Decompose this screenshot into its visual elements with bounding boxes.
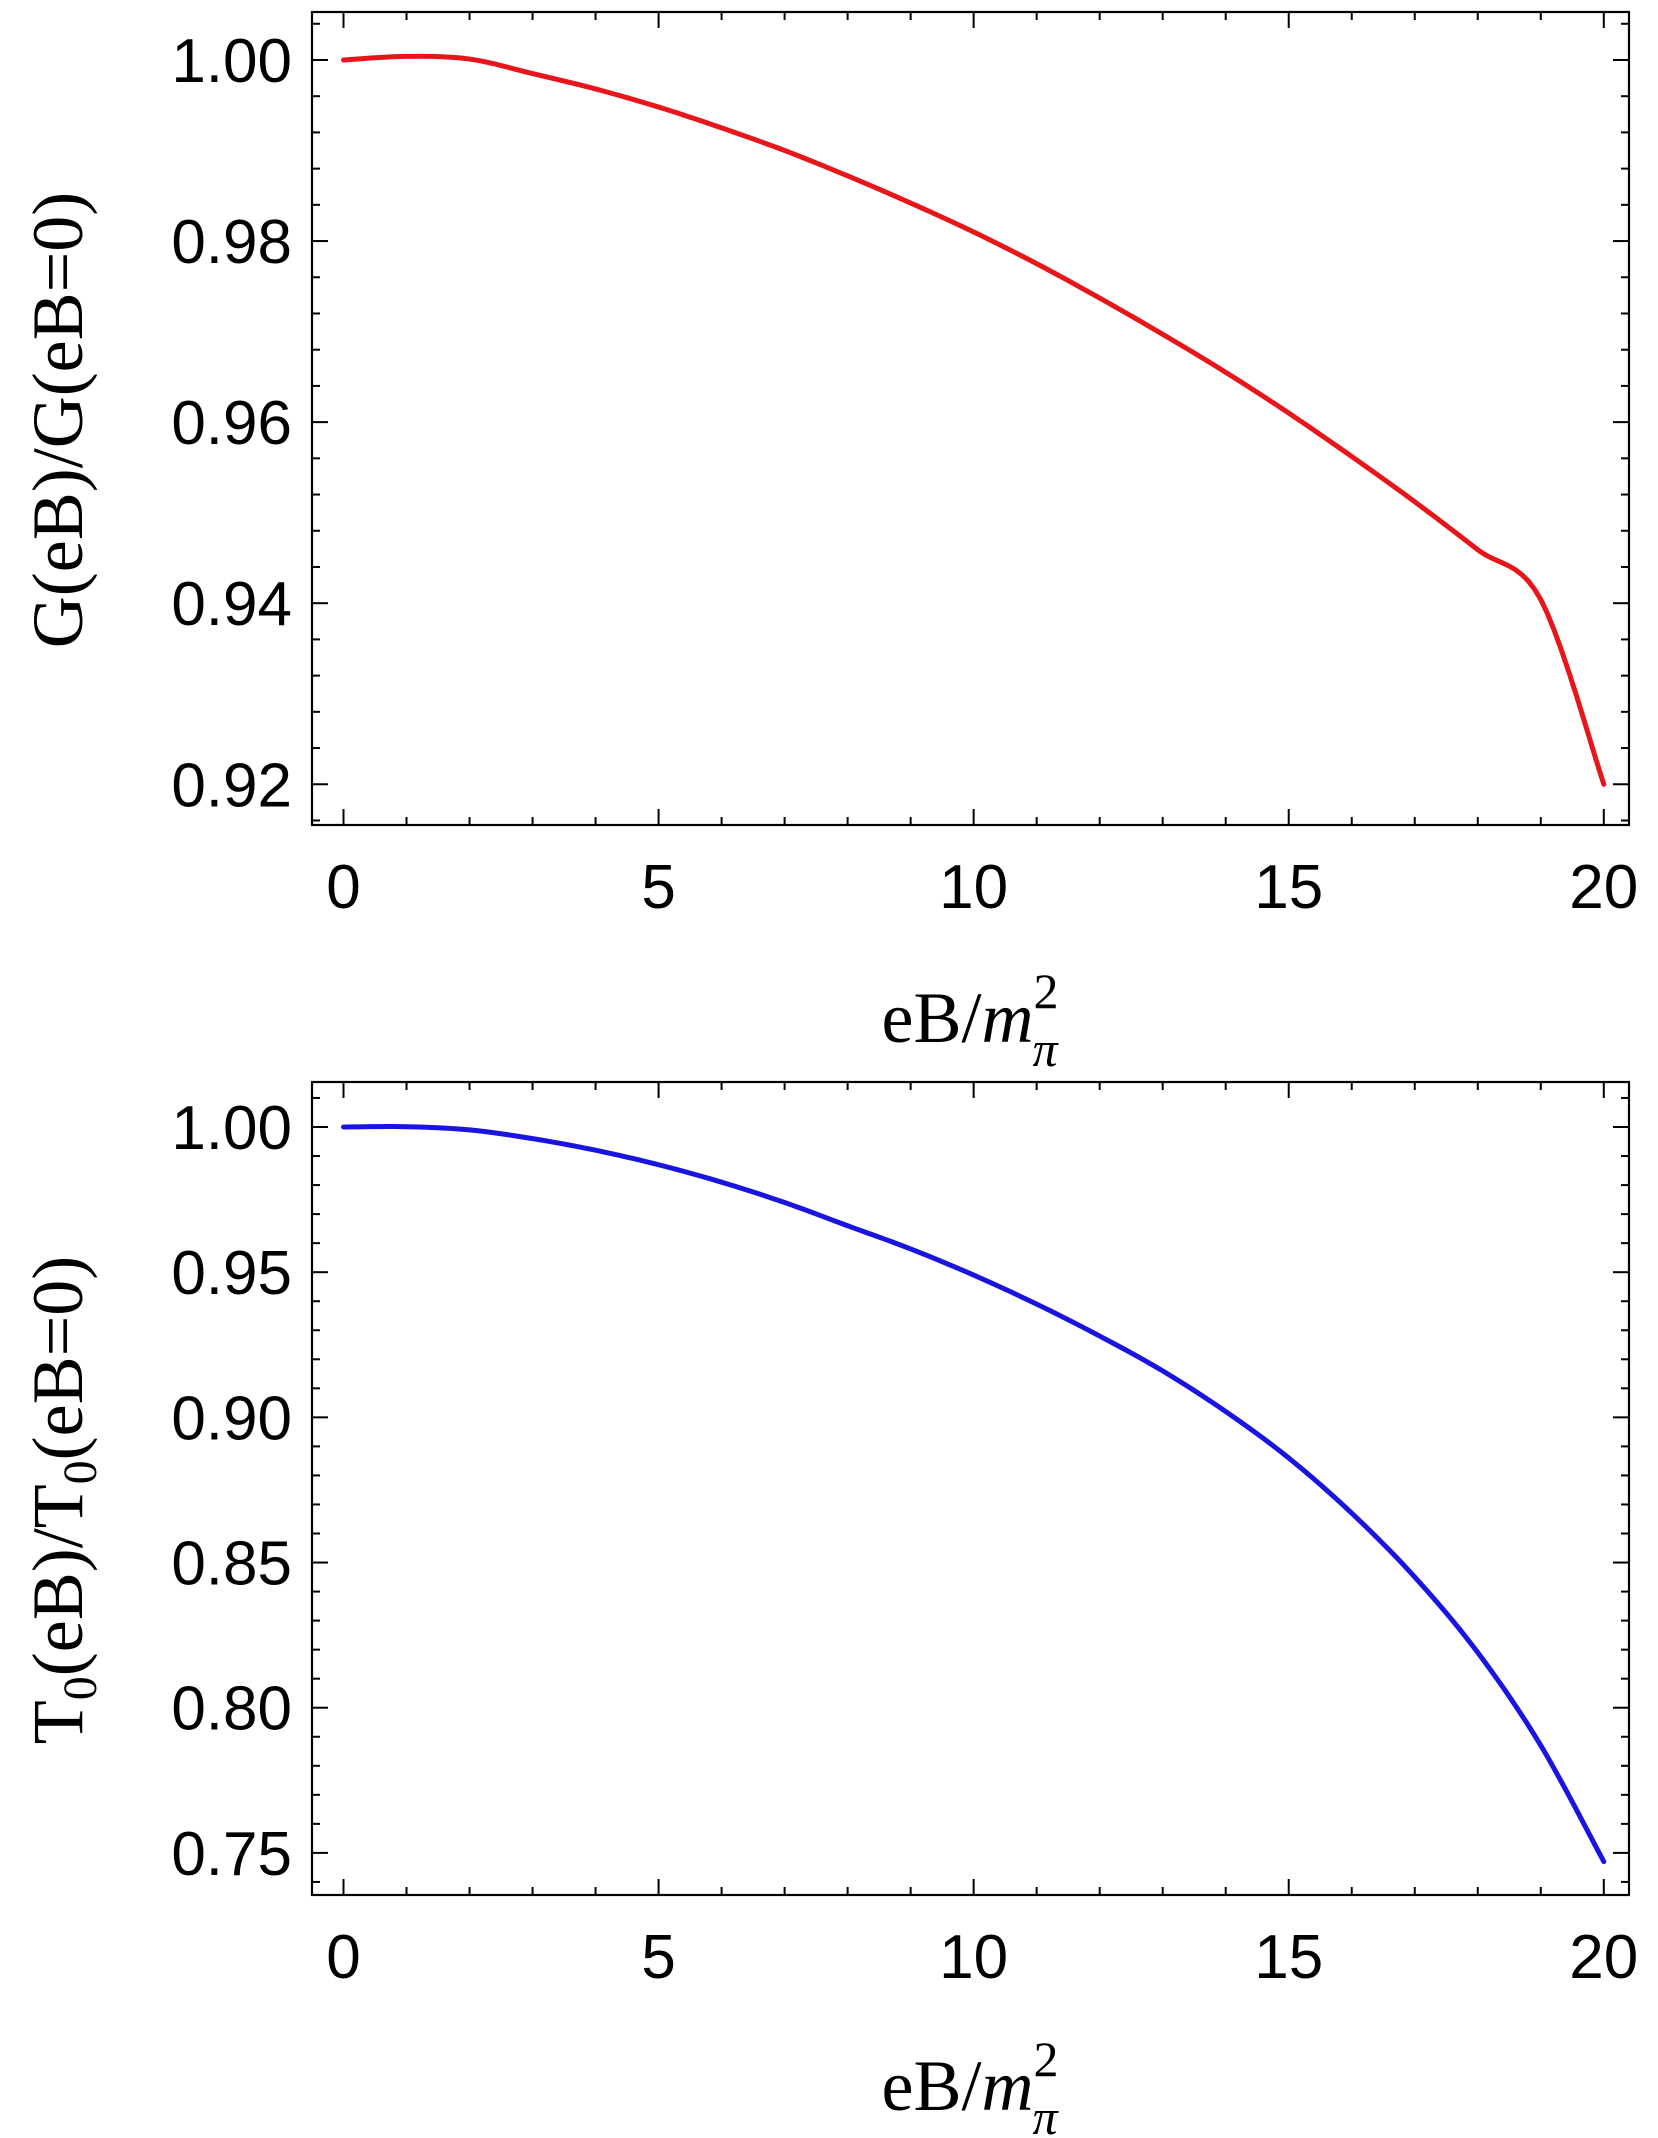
bottom-y-tick-label: 0.95 [171,1239,292,1308]
top-y-tick-label: 1.00 [171,27,292,96]
top-y-axis-title: G(eB)/G(eB=0) [18,192,98,648]
bottom-series-line [341,1124,1607,1865]
top-y-tick-label: 0.94 [171,570,292,639]
bottom-x-axis-title: eB/m2 π [882,2031,1060,2138]
top-y-tick-labels: 0.92 0.94 0.96 0.98 1.00 [171,27,292,820]
top-ticks [312,12,1629,825]
top-y-tick-label: 0.92 [171,751,292,820]
bottom-y-tick-label: 0.90 [171,1384,292,1453]
top-panel: 0 5 10 15 20 0.92 0.94 0.96 0.98 1.00 eB/m2 π G(e… [18,10,1638,1077]
top-x-axis-title: eB/m2 π [882,963,1060,1077]
bottom-x-tick-label: 10 [939,1923,1008,1992]
bottom-plot-frame [310,1080,1631,1897]
top-x-tick-label: 5 [641,853,675,922]
bottom-x-tick-label: 20 [1569,1923,1638,1992]
bottom-x-tick-labels: 0 5 10 15 20 [326,1923,1638,1992]
top-y-tick-label: 0.98 [171,208,292,277]
top-y-tick-label: 0.96 [171,389,292,458]
top-x-tick-label: 15 [1254,853,1323,922]
bottom-x-tick-label: 5 [641,1923,675,1992]
top-x-tick-labels: 0 5 10 15 20 [326,853,1638,922]
bottom-x-tick-label: 0 [326,1923,360,1992]
bottom-ticks [312,1082,1629,1895]
bottom-y-tick-label: 1.00 [171,1094,292,1163]
top-x-tick-label: 10 [939,853,1008,922]
bottom-panel: 0 5 10 15 20 0.75 0.80 0.85 0.90 0.95 1.00 eB/m2 π… [18,1080,1638,2138]
bottom-y-tick-label: 0.75 [171,1820,292,1889]
top-series-line [341,53,1607,787]
bottom-y-tick-labels: 0.75 0.80 0.85 0.90 0.95 1.00 [171,1094,292,1889]
top-x-tick-label: 20 [1569,853,1638,922]
top-x-tick-label: 0 [326,853,360,922]
bottom-y-tick-label: 0.80 [171,1675,292,1744]
bottom-y-axis-title: T0(eB)/T0(eB=0) [18,1256,107,1744]
bottom-x-tick-label: 15 [1254,1923,1323,1992]
bottom-y-tick-label: 0.85 [171,1530,292,1599]
top-plot-frame [310,10,1631,827]
